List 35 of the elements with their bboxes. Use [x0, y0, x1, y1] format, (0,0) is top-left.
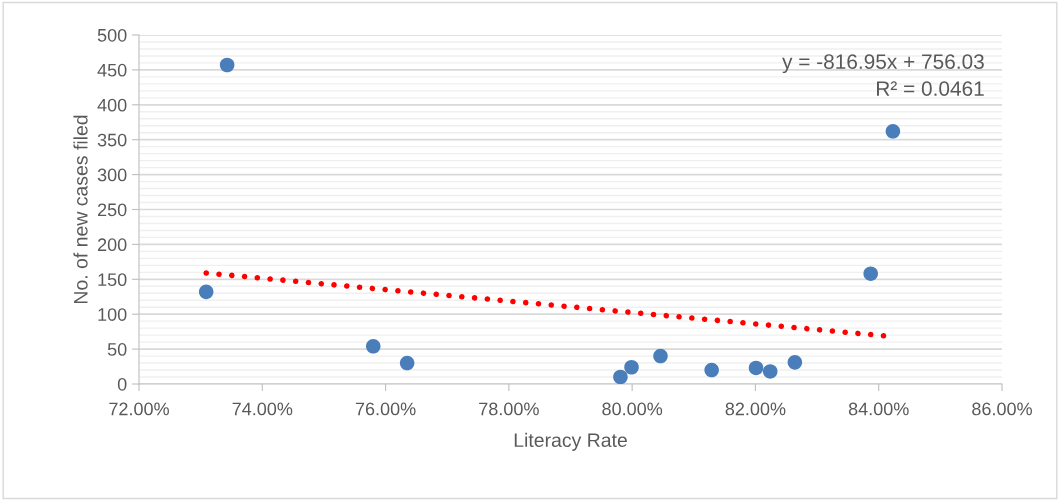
- y-tick-label: 150: [98, 273, 127, 287]
- y-tick-label: 400: [97, 98, 127, 112]
- annotation: y = -816.95x + 756.03 R² = 0.0461: [782, 54, 984, 96]
- point: [762, 364, 778, 379]
- y-tick-label: 450: [97, 63, 127, 77]
- x-tick-label: 76.00%: [355, 402, 416, 416]
- y-tick-label: 50: [107, 343, 127, 356]
- y-tick-label: 200: [97, 238, 127, 252]
- x-tick-label: 72.00%: [109, 402, 169, 416]
- x-tick-label: 74.00%: [232, 402, 293, 416]
- point: [219, 57, 235, 73]
- y-tick-label: 500: [97, 28, 127, 42]
- y-tick-label: 300: [97, 168, 127, 182]
- point: [365, 339, 381, 354]
- point: [399, 355, 415, 371]
- point: [885, 124, 901, 139]
- point: [198, 284, 214, 300]
- point: [653, 348, 668, 364]
- y-tick-label: 350: [97, 133, 127, 147]
- x-tick-label: 82.00%: [725, 402, 786, 416]
- x-tick-label: 86.00%: [972, 402, 1032, 416]
- point: [787, 355, 803, 370]
- y-tick-label: 100: [98, 308, 127, 321]
- x-tick-label: 78.00%: [479, 402, 539, 416]
- point: [624, 359, 639, 375]
- y-axis-title: No. of new cases filed: [73, 115, 88, 304]
- y-tick-label: 0: [117, 377, 127, 391]
- point: [613, 369, 628, 384]
- x-axis-title: Literacy Rate: [514, 432, 627, 451]
- point: [748, 360, 764, 376]
- x-tick-label: 80.00%: [602, 402, 663, 416]
- point: [863, 266, 878, 281]
- y-tick-label: 250: [97, 203, 127, 217]
- point: [704, 362, 719, 378]
- x-tick-label: 84.00%: [848, 402, 909, 416]
